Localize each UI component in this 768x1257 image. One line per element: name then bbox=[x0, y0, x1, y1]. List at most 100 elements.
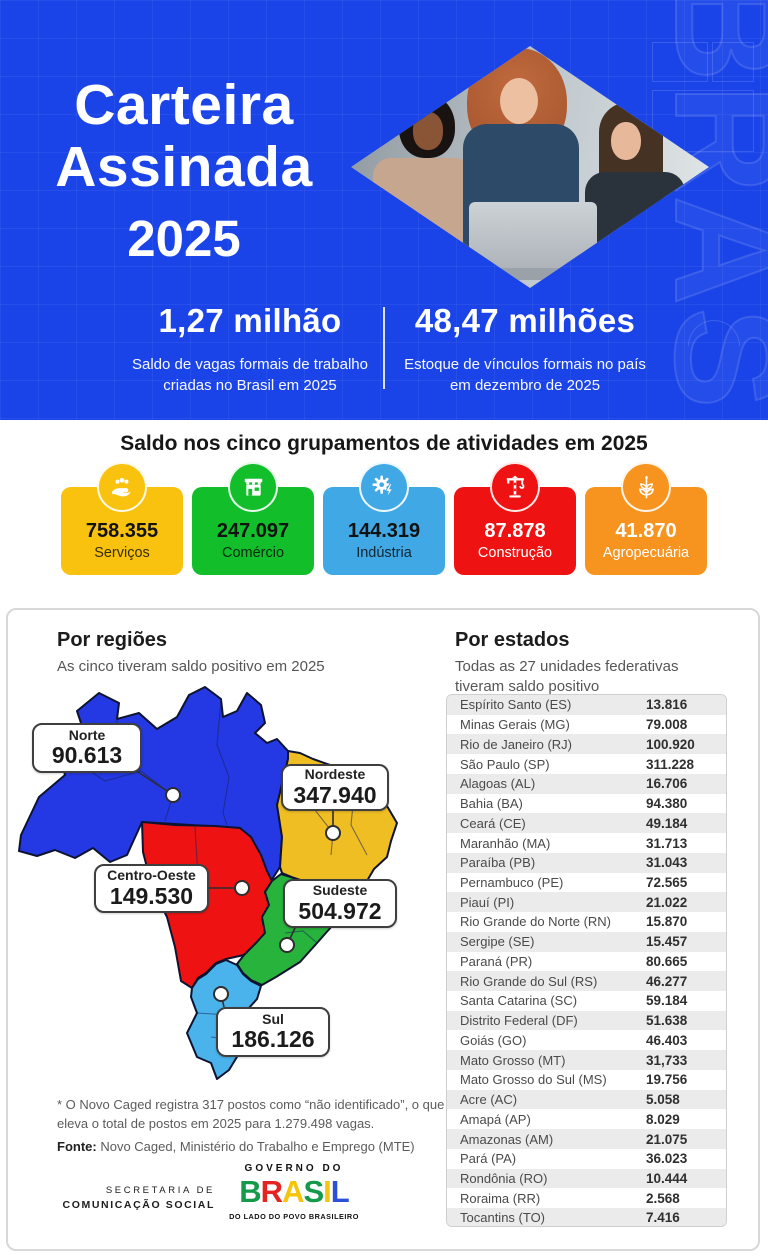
state-value: 8.029 bbox=[646, 1111, 680, 1127]
region-name: Sul bbox=[262, 1010, 284, 1027]
state-name: Paraná (PR) bbox=[460, 953, 533, 969]
state-value: 79.008 bbox=[646, 717, 688, 733]
state-value: 19.756 bbox=[646, 1072, 688, 1088]
state-value: 13.816 bbox=[646, 697, 688, 713]
region-label-sudeste: Sudeste 504.972 bbox=[283, 879, 397, 928]
table-row: Paraná (PR) 80.665 bbox=[447, 952, 726, 972]
centro-oeste-dot bbox=[234, 880, 250, 896]
table-row: Distrito Federal (DF) 51.638 bbox=[447, 1010, 726, 1031]
state-value: 49.184 bbox=[646, 815, 688, 831]
card-label: Construção bbox=[477, 545, 553, 561]
table-row: São Paulo (SP) 311.228 bbox=[447, 754, 726, 774]
table-row: Mato Grosso (MT) 31,733 bbox=[447, 1050, 726, 1070]
table-row: Tocantins (TO) 7.416 bbox=[447, 1208, 726, 1226]
state-value: 51.638 bbox=[646, 1013, 688, 1029]
state-value: 15.870 bbox=[646, 914, 688, 930]
activity-cards: 758.355 Serviços 247.097 Comércio bbox=[61, 462, 707, 575]
sudeste-dot bbox=[279, 937, 295, 953]
state-name: Piauí (PI) bbox=[460, 894, 515, 910]
card-servicos-circle bbox=[97, 462, 147, 512]
state-value: 16.706 bbox=[646, 776, 688, 792]
title-line-1: Carteira bbox=[74, 73, 294, 137]
state-value: 100.920 bbox=[646, 736, 695, 752]
state-name: Mato Grosso (MT) bbox=[460, 1052, 566, 1068]
state-name: Sergipe (SE) bbox=[460, 934, 535, 950]
state-name: Bahia (BA) bbox=[460, 796, 523, 812]
state-name: Amapá (AP) bbox=[460, 1111, 531, 1127]
laptop bbox=[469, 202, 597, 268]
gov-logo-letter: L bbox=[330, 1174, 350, 1209]
stat-caption: Saldo de vagas formais de trabalho criad… bbox=[132, 356, 368, 394]
gov-logo-letter: A bbox=[282, 1174, 304, 1209]
header-banner: BRASIL Carteira Assinada 2025 1,27 milhã… bbox=[0, 0, 768, 420]
region-name: Sudeste bbox=[312, 882, 368, 899]
state-name: Rondônia (RO) bbox=[460, 1170, 548, 1186]
region-name: Centro-Oeste bbox=[107, 867, 196, 884]
state-name: Rio de Janeiro (RJ) bbox=[460, 736, 572, 752]
state-name: Maranhão (MA) bbox=[460, 835, 551, 851]
region-value: 90.613 bbox=[51, 742, 123, 769]
gear-lightning-icon bbox=[372, 475, 394, 499]
table-row: Pernambuco (PE) 72.565 bbox=[447, 873, 726, 893]
states-subtitle: Todas as 27 unidades federativas tiveram… bbox=[455, 658, 679, 696]
activities-title: Saldo nos cinco grupamentos de atividade… bbox=[120, 432, 648, 455]
stat-saldo-vagas: 1,27 milhão Saldo de vagas formais de tr… bbox=[118, 302, 382, 396]
stat-caption: Estoque de vínculos formais no país em d… bbox=[404, 356, 646, 394]
hand-people-icon bbox=[112, 477, 131, 497]
region-label-nordeste: Nordeste 347.940 bbox=[281, 764, 389, 811]
nordeste-dot bbox=[325, 825, 341, 841]
states-table: Espírito Santo (ES) 13.816 Minas Gerais … bbox=[446, 694, 727, 1227]
state-name: Rio Grande do Norte (RN) bbox=[460, 914, 611, 930]
card-value: 41.870 bbox=[615, 520, 677, 542]
table-row: Goiás (GO) 46.403 bbox=[447, 1030, 726, 1050]
state-value: 72.565 bbox=[646, 874, 688, 890]
card-label: Serviços bbox=[94, 545, 150, 561]
card-label: Comércio bbox=[221, 545, 285, 561]
region-label-norte: Norte 90.613 bbox=[32, 723, 142, 773]
stat-value: 1,27 milhão bbox=[158, 302, 342, 339]
region-label-sul: Sul 186.126 bbox=[216, 1007, 330, 1057]
table-row: Piauí (PI) 21.022 bbox=[447, 892, 726, 913]
state-value: 46.277 bbox=[646, 973, 688, 989]
storefront-icon bbox=[244, 478, 262, 496]
page-title: Carteira Assinada 2025 bbox=[40, 74, 328, 268]
state-value: 15.457 bbox=[646, 934, 688, 950]
table-row: Bahia (BA) 94.380 bbox=[447, 794, 726, 814]
state-value: 21.075 bbox=[646, 1131, 688, 1147]
state-name: Rio Grande do Sul (RS) bbox=[460, 973, 598, 989]
norte-dot bbox=[165, 787, 181, 803]
state-value: 36.023 bbox=[646, 1151, 688, 1167]
decor-outline-shape bbox=[652, 42, 708, 82]
map-dots bbox=[165, 787, 341, 1002]
card-industria-circle bbox=[359, 462, 409, 512]
table-row: Amapá (AP) 8.029 bbox=[447, 1109, 726, 1129]
gov-logo-letter: R bbox=[260, 1174, 283, 1209]
card-value: 758.355 bbox=[85, 520, 159, 542]
state-name: Pernambuco (PE) bbox=[460, 874, 564, 890]
table-row: Sergipe (SE) 15.457 bbox=[447, 931, 726, 952]
stat-divider bbox=[383, 307, 385, 389]
region-value: 186.126 bbox=[231, 1026, 315, 1053]
card-agropecuaria-circle bbox=[621, 462, 671, 512]
state-value: 7.416 bbox=[646, 1210, 680, 1226]
card-label: Indústria bbox=[356, 545, 412, 561]
card-industria: 144.319 Indústria bbox=[323, 462, 445, 575]
sul-dot bbox=[213, 986, 229, 1002]
person-right-face bbox=[611, 122, 641, 160]
secom-line1: SECRETARIA DE bbox=[105, 1185, 215, 1196]
card-value: 87.878 bbox=[484, 520, 546, 542]
state-value: 21.022 bbox=[646, 894, 688, 910]
crane-icon bbox=[506, 475, 525, 498]
states-title: Por estados bbox=[455, 629, 570, 651]
decor-outline-shape bbox=[652, 90, 754, 152]
state-value: 31.713 bbox=[646, 835, 688, 851]
gov-logo-brasil: BRASIL bbox=[228, 1174, 360, 1209]
table-row: Rondônia (RO) 10.444 bbox=[447, 1168, 726, 1189]
state-name: Pará (PA) bbox=[460, 1151, 517, 1167]
card-comercio: 247.097 Comércio bbox=[192, 462, 314, 575]
region-name: Norte bbox=[68, 726, 106, 743]
state-name: Santa Catarina (SC) bbox=[460, 993, 578, 1009]
regions-title: Por regiões bbox=[57, 629, 168, 651]
state-value: 31.043 bbox=[646, 855, 688, 871]
